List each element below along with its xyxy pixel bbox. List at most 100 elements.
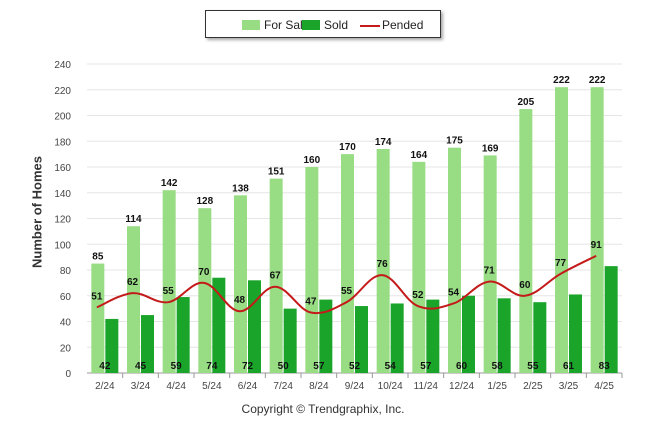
data-label-pended: 67 [270, 271, 282, 282]
x-tick-label: 12/24 [449, 381, 474, 392]
data-label-pended: 77 [555, 258, 567, 269]
legend-label-pended: Pended [382, 18, 424, 32]
data-label-for-sale: 222 [553, 75, 570, 86]
x-axis: 2/24 3/24 4/24 5/24 6/24 7/24 8/24 9/24 10/24 11/… [87, 372, 623, 392]
y-tick-label: 80 [60, 266, 72, 277]
bar-for-sale [269, 178, 283, 373]
data-label-pended: 71 [484, 266, 496, 277]
data-label-pended: 70 [198, 267, 210, 278]
data-label-for-sale: 151 [268, 167, 285, 178]
data-label-sold: 58 [492, 361, 504, 372]
copyright-text: Copyright © Trendgraphix, Inc. [241, 402, 405, 416]
data-label-sold: 59 [171, 361, 183, 372]
legend-swatch-sold [302, 20, 320, 30]
legend-swatch-pended [360, 25, 380, 27]
bars-layer [91, 87, 618, 374]
pended-line-layer [96, 254, 597, 315]
data-label-pended: 54 [448, 287, 460, 298]
bar-for-sale [127, 226, 140, 373]
data-label-for-sale: 114 [125, 214, 142, 225]
data-label-sold: 61 [563, 361, 575, 372]
x-tick-label: 10/24 [378, 381, 403, 392]
data-label-sold: 60 [456, 361, 468, 372]
data-label-for-sale: 205 [517, 97, 534, 108]
data-label-sold: 72 [242, 361, 254, 372]
data-labels-layer: 85 42 114 45 142 59 128 74 138 72 151 50 160 57 170 52 1… [91, 75, 610, 372]
x-tick-label: 1/25 [487, 381, 507, 392]
x-tick-label: 5/24 [202, 381, 222, 392]
data-label-pended: 76 [377, 259, 389, 270]
data-label-for-sale: 128 [196, 196, 213, 207]
bar-sold [604, 266, 618, 373]
data-label-sold: 42 [99, 361, 111, 372]
bar-sold [248, 280, 261, 373]
bar-for-sale [234, 195, 247, 373]
x-tick-label: 3/25 [559, 381, 579, 392]
y-tick-label: 20 [60, 343, 72, 354]
bar-sold [176, 297, 190, 373]
bar-for-sale [448, 147, 461, 373]
data-label-for-sale: 170 [339, 142, 356, 153]
y-axis-title: Number of Homes [29, 156, 45, 268]
data-label-pended: 47 [305, 296, 317, 307]
y-tick-label: 60 [60, 292, 72, 303]
data-label-for-sale: 142 [161, 178, 178, 189]
bar-sold [426, 299, 440, 373]
y-tick-label: 160 [54, 163, 71, 174]
data-label-pended: 51 [91, 291, 103, 302]
bar-sold [355, 306, 368, 373]
data-label-sold: 55 [527, 361, 539, 372]
bar-sold [283, 308, 297, 373]
data-label-for-sale: 174 [375, 137, 392, 148]
y-tick-label: 180 [54, 137, 71, 148]
data-label-sold: 45 [135, 361, 147, 372]
data-label-pended: 62 [127, 277, 139, 288]
y-tick-label: 0 [65, 369, 71, 380]
x-tick-label: 2/25 [523, 381, 543, 392]
data-label-pended: 55 [163, 286, 175, 297]
legend-label-for-sale: For Sale [264, 18, 310, 32]
bar-sold [497, 298, 511, 373]
data-label-for-sale: 160 [303, 155, 320, 166]
data-label-for-sale: 222 [589, 75, 606, 86]
data-label-sold: 74 [206, 361, 218, 372]
data-label-sold: 54 [385, 361, 397, 372]
bar-sold [569, 294, 582, 373]
x-tick-label: 4/24 [166, 381, 186, 392]
bar-sold [105, 318, 119, 373]
y-tick-label: 220 [54, 86, 71, 97]
data-label-for-sale: 175 [446, 136, 463, 147]
y-axis: 0 20 40 60 80 100 120 140 160 180 200 220 240 [54, 60, 71, 380]
x-tick-label: 3/24 [131, 381, 151, 392]
data-label-sold: 83 [599, 361, 611, 372]
grid-lines [87, 63, 622, 374]
bar-for-sale [590, 87, 604, 374]
bar-sold [319, 299, 333, 373]
bar-for-sale [341, 154, 354, 373]
bar-sold [462, 295, 475, 373]
x-tick-label: 4/25 [594, 381, 614, 392]
x-tick-label: 7/24 [273, 381, 293, 392]
legend: For Sale Sold Pended [205, 10, 441, 38]
data-label-pended: 52 [412, 290, 424, 301]
bar-for-sale [305, 167, 319, 373]
data-label-for-sale: 85 [92, 252, 104, 263]
data-label-for-sale: 164 [410, 150, 427, 161]
data-label-for-sale: 138 [232, 183, 249, 194]
y-tick-label: 120 [54, 215, 71, 226]
bar-for-sale [412, 161, 426, 373]
data-label-sold: 57 [420, 361, 432, 372]
bar-for-sale [483, 155, 497, 373]
x-tick-label: 2/24 [95, 381, 115, 392]
legend-swatch-for-sale [242, 20, 260, 30]
data-label-for-sale: 169 [482, 143, 499, 154]
y-tick-label: 40 [60, 318, 72, 329]
bar-for-sale [162, 190, 176, 373]
bar-sold [533, 302, 547, 373]
bar-for-sale [555, 87, 568, 374]
x-tick-label: 11/24 [414, 381, 439, 392]
y-tick-label: 200 [54, 112, 71, 123]
y-tick-label: 140 [54, 189, 71, 200]
bar-for-sale [519, 109, 533, 373]
